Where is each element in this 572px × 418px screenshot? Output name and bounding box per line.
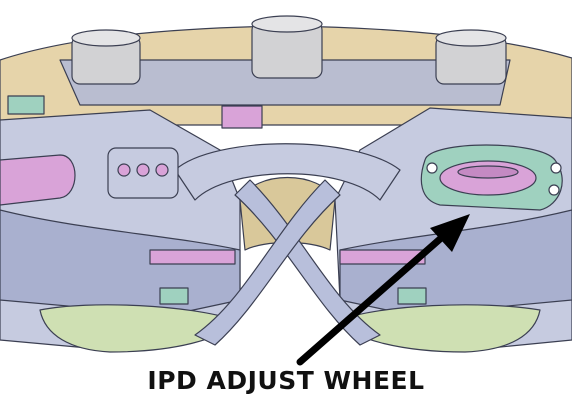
ipd-frame-hole-3 [548,184,560,196]
right-lens-base [339,304,541,353]
right-lower-tab [397,287,427,305]
connector-hole-2 [136,163,150,177]
diagram-caption: IPD ADJUST WHEEL [147,366,425,395]
left-tab [7,95,45,115]
ipd-frame-hole-1 [426,162,438,174]
left-cap [71,29,141,85]
connector-hole-1 [117,163,131,177]
left-lower-tab [159,287,189,305]
connector-hole-3 [155,163,169,177]
center-cap [251,15,323,79]
arrow-shaft [296,228,452,366]
left-pink-slot [0,154,76,206]
callout-arrow [296,214,470,366]
center-pink-block [221,105,263,129]
right-strap [194,179,341,346]
ipd-frame-hole-2 [550,162,562,174]
nose-bridge-arch [174,143,401,201]
left-pink-band [149,249,236,265]
arrow-head [430,214,470,252]
right-pink-band [339,249,426,265]
headset-assembly [0,15,572,353]
ipd-wheel-slot [457,165,519,179]
upper-bracket [59,59,511,106]
right-cap [435,29,507,85]
